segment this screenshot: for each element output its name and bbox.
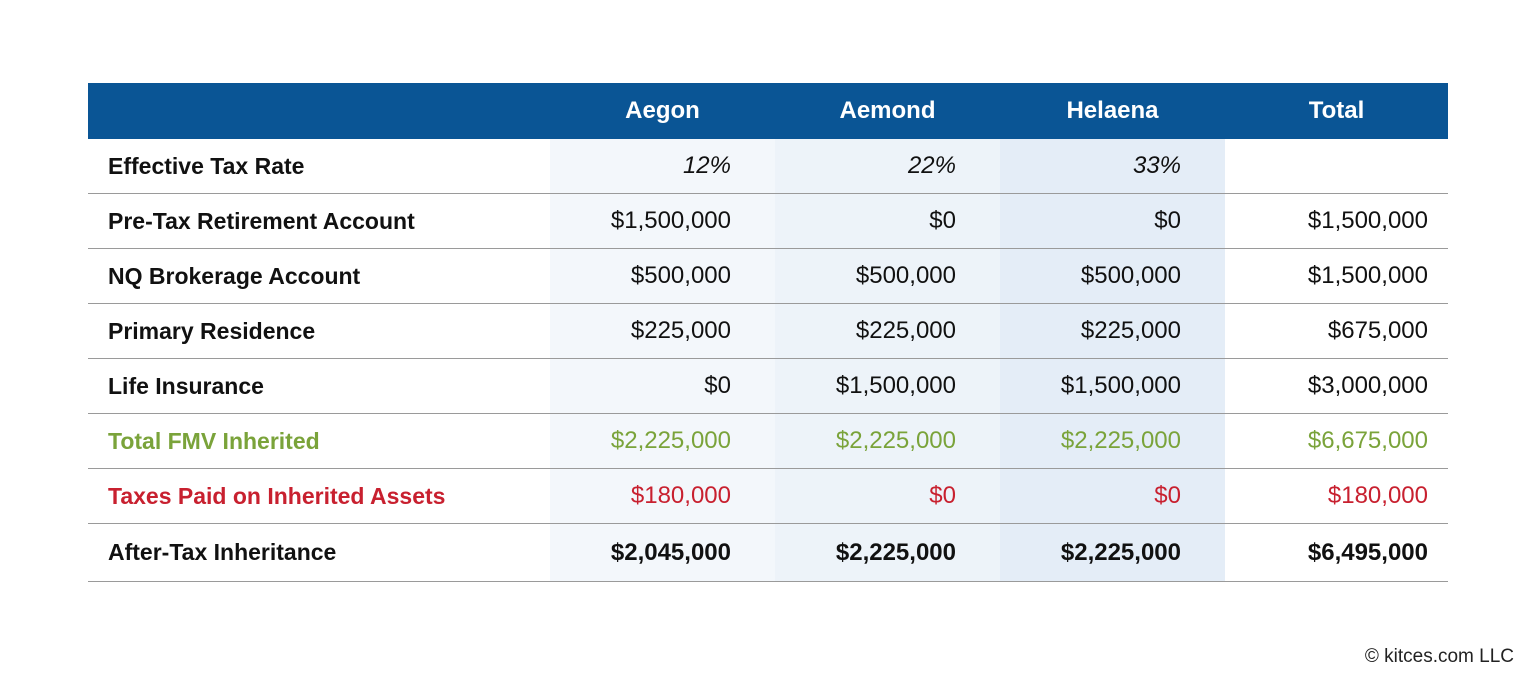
column-header: Aemond xyxy=(839,97,936,124)
row-label: Taxes Paid on Inherited Assets xyxy=(108,482,446,509)
cell-value: $0 xyxy=(775,469,1000,523)
cell-value: $1,500,000 xyxy=(550,194,775,248)
table-row: Life Insurance $0 $1,500,000 $1,500,000 $3,0… xyxy=(88,359,1448,414)
cell-value: $1,500,000 xyxy=(775,359,1000,413)
cell-value: 12% xyxy=(550,139,775,193)
table-row: Effective Tax Rate 12% 22% 33% xyxy=(88,139,1448,194)
table-row: Primary Residence $225,000 $225,000 $225,00… xyxy=(88,304,1448,359)
cell-value: $500,000 xyxy=(775,249,1000,303)
table-row: After-Tax Inheritance $2,045,000 $2,225,00… xyxy=(88,524,1448,582)
cell-value: $225,000 xyxy=(775,304,1000,358)
cell-value: $225,000 xyxy=(1000,304,1225,358)
row-label: Effective Tax Rate xyxy=(108,152,305,179)
cell-value: $2,225,000 xyxy=(550,414,775,468)
cell-value: $2,225,000 xyxy=(775,414,1000,468)
table-row: Taxes Paid on Inherited Assets $180,000 $0… xyxy=(88,469,1448,524)
column-header: Helaena xyxy=(1066,97,1159,124)
header-spacer xyxy=(88,83,550,139)
cell-value: $225,000 xyxy=(550,304,775,358)
cell-value: $180,000 xyxy=(1327,482,1428,509)
row-label: NQ Brokerage Account xyxy=(108,262,361,289)
cell-value: $675,000 xyxy=(1327,317,1428,344)
cell-value: $0 xyxy=(550,359,775,413)
table: Aegon Aemond Helaena Total Effective Tax Rat… xyxy=(88,83,1448,582)
cell-value: $1,500,000 xyxy=(1307,207,1428,234)
cell-value: $2,225,000 xyxy=(775,524,1000,581)
cell-value: $180,000 xyxy=(550,469,775,523)
cell-value: $3,000,000 xyxy=(1307,372,1428,399)
column-header: Total xyxy=(1308,97,1365,124)
cell-value: $500,000 xyxy=(1000,249,1225,303)
cell-value: $6,675,000 xyxy=(1307,427,1428,454)
column-header: Aegon xyxy=(625,97,700,124)
cell-value: $0 xyxy=(775,194,1000,248)
cell-value: 22% xyxy=(775,139,1000,193)
header-row: Aegon Aemond Helaena Total xyxy=(88,83,1448,139)
cell-value xyxy=(1225,139,1448,193)
cell-value: $1,500,000 xyxy=(1307,262,1428,289)
cell-value: $6,495,000 xyxy=(1307,538,1428,566)
table-row: NQ Brokerage Account $500,000 $500,000 $500… xyxy=(88,249,1448,304)
table-row: Pre-Tax Retirement Account $1,500,000 $0 $0… xyxy=(88,194,1448,249)
table-row: Total FMV Inherited $2,225,000 $2,225,000 $… xyxy=(88,414,1448,469)
cell-value: $2,225,000 xyxy=(1000,524,1225,581)
cell-value: $500,000 xyxy=(550,249,775,303)
row-label: Life Insurance xyxy=(108,372,264,399)
cell-value: $1,500,000 xyxy=(1000,359,1225,413)
cell-value: $0 xyxy=(1000,194,1225,248)
cell-value: $2,225,000 xyxy=(1000,414,1225,468)
row-label: Primary Residence xyxy=(108,317,316,344)
row-label: Pre-Tax Retirement Account xyxy=(108,207,415,234)
row-label: After-Tax Inheritance xyxy=(108,539,337,565)
cell-value: $2,045,000 xyxy=(550,524,775,581)
cell-value: 33% xyxy=(1000,139,1225,193)
copyright: © kitces.com LLC xyxy=(1364,646,1514,667)
cell-value: $0 xyxy=(1000,469,1225,523)
row-label: Total FMV Inherited xyxy=(108,427,320,454)
